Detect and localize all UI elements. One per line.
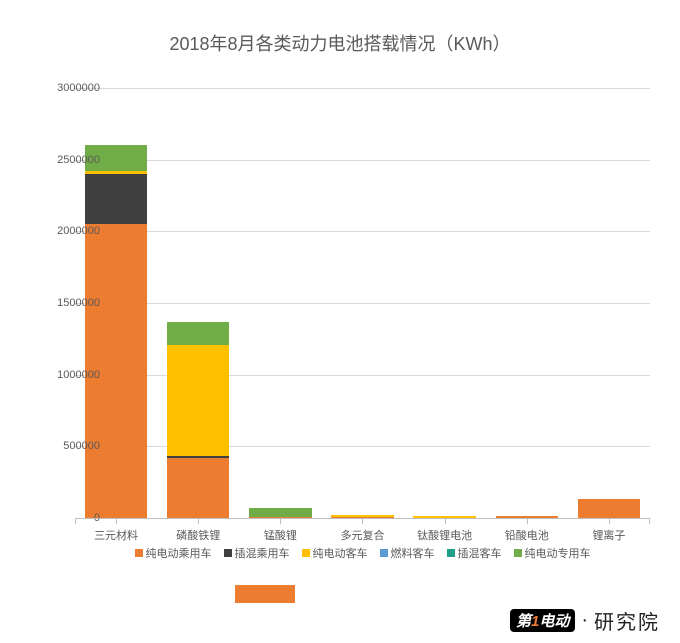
bar-slot bbox=[486, 88, 568, 518]
footer-accent-bar bbox=[235, 585, 295, 603]
x-tick-label: 三元材料 bbox=[75, 519, 157, 538]
legend-item: 插混乘用车 bbox=[224, 545, 290, 561]
legend-label: 纯电动专用车 bbox=[525, 545, 591, 561]
chart-title: 2018年8月各类动力电池搭载情况（KWh） bbox=[0, 0, 680, 66]
legend-swatch bbox=[224, 549, 232, 557]
legend-swatch bbox=[514, 549, 522, 557]
legend-item: 纯电动乘用车 bbox=[135, 545, 212, 561]
brand-text: 研究院 bbox=[594, 606, 660, 635]
bar-stack bbox=[85, 145, 147, 518]
plot-area bbox=[75, 88, 650, 518]
legend-swatch bbox=[447, 549, 455, 557]
x-tick-label: 钛酸锂电池 bbox=[404, 519, 486, 538]
brand-mark: 第1电动 · 研究院 bbox=[510, 606, 660, 635]
brand-logo: 第1电动 bbox=[510, 609, 575, 632]
legend-label: 插混客车 bbox=[458, 545, 502, 561]
legend-label: 燃料客车 bbox=[391, 545, 435, 561]
bar-slot bbox=[404, 88, 486, 518]
bars-container bbox=[75, 88, 650, 518]
legend-item: 插混客车 bbox=[447, 545, 502, 561]
bar-stack bbox=[167, 322, 229, 518]
legend-swatch bbox=[135, 549, 143, 557]
y-tick-label: 2500000 bbox=[40, 154, 100, 166]
brand-separator: · bbox=[581, 609, 588, 632]
bar-segment bbox=[578, 499, 640, 518]
y-tick-label: 1500000 bbox=[40, 297, 100, 309]
bar-slot bbox=[239, 88, 321, 518]
bar-segment bbox=[167, 458, 229, 518]
bar-segment bbox=[85, 174, 147, 224]
legend-item: 纯电动客车 bbox=[302, 545, 368, 561]
legend-item: 燃料客车 bbox=[380, 545, 435, 561]
legend-swatch bbox=[380, 549, 388, 557]
x-tick-label: 锰酸锂 bbox=[239, 519, 321, 538]
bar-slot bbox=[157, 88, 239, 518]
bar-segment bbox=[167, 345, 229, 457]
x-tick-label: 铅酸电池 bbox=[486, 519, 568, 538]
y-tick-label: 2000000 bbox=[40, 225, 100, 237]
legend-label: 插混乘用车 bbox=[235, 545, 290, 561]
y-tick-label: 3000000 bbox=[40, 82, 100, 94]
y-tick-label: 1000000 bbox=[40, 369, 100, 381]
bar-slot bbox=[321, 88, 403, 518]
bar-segment bbox=[249, 508, 311, 517]
legend-swatch bbox=[302, 549, 310, 557]
bar-stack bbox=[578, 499, 640, 518]
legend-item: 纯电动专用车 bbox=[514, 545, 591, 561]
y-tick-label: 500000 bbox=[40, 440, 100, 452]
x-tick-label: 磷酸铁锂 bbox=[157, 519, 239, 538]
x-tick-label: 锂离子 bbox=[568, 519, 650, 538]
bar-slot bbox=[568, 88, 650, 518]
bar-segment bbox=[167, 322, 229, 345]
legend-label: 纯电动乘用车 bbox=[146, 545, 212, 561]
legend: 纯电动乘用车 插混乘用车 纯电动客车 燃料客车 插混客车 纯电动专用车 bbox=[75, 545, 650, 561]
x-tick-label: 多元复合 bbox=[321, 519, 403, 538]
legend-label: 纯电动客车 bbox=[313, 545, 368, 561]
x-axis: 三元材料磷酸铁锂锰酸锂多元复合钛酸锂电池铅酸电池锂离子 bbox=[75, 518, 650, 538]
bar-stack bbox=[249, 508, 311, 518]
